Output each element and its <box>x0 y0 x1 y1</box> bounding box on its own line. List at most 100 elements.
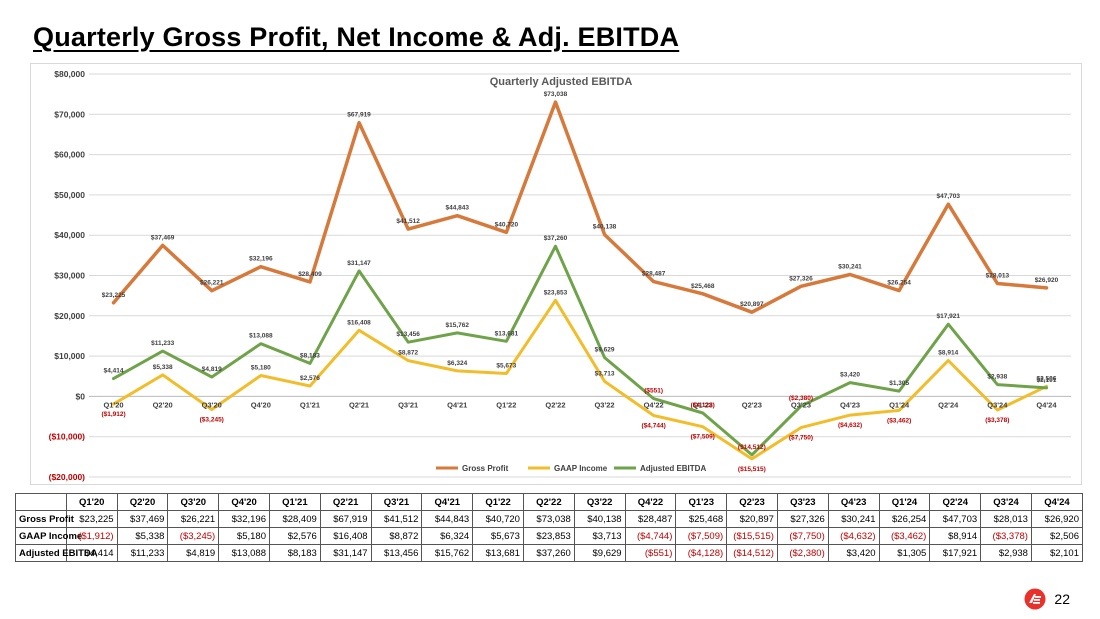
table-cell: $44,843 <box>421 510 474 528</box>
table-cell: ($3,245) <box>167 527 220 545</box>
chart-title: Quarterly Adjusted EBITDA <box>490 76 633 88</box>
series-line-gaap-income <box>112 298 1048 461</box>
table-cell: ($15,515) <box>726 527 778 545</box>
data-label-gaap-income: ($3,462) <box>887 417 911 424</box>
column-header: Q3'22 <box>573 493 626 511</box>
data-label-adjusted-ebitda: $15,762 <box>446 322 470 329</box>
data-label-gaap-income: ($3,378) <box>985 417 1009 424</box>
column-header: Q3'24 <box>980 493 1032 511</box>
x-tick-label: Q1'24 <box>889 400 910 409</box>
data-label-gaap-income: $5,180 <box>251 365 271 372</box>
table-cell: $31,147 <box>319 544 372 562</box>
table-cell: $17,921 <box>929 544 982 562</box>
data-label-gross-profit: $20,897 <box>740 301 764 308</box>
y-tick-label: $80,000 <box>54 69 85 79</box>
series-line-gross-profit <box>111 100 1049 314</box>
x-tick-label: Q3'22 <box>594 400 614 409</box>
data-label-gaap-income: $6,324 <box>447 360 467 367</box>
x-tick-label: Q2'23 <box>742 400 762 409</box>
table-cell: $11,233 <box>116 544 169 562</box>
table-cell: $37,469 <box>116 510 169 528</box>
data-label-gross-profit: $67,919 <box>347 112 371 119</box>
table-row: Gross Profit $23,225 $37,469 $26,221 $32,196… <box>15 510 1084 528</box>
x-tick-label: Q4'24 <box>1036 400 1057 409</box>
table-cell: $40,138 <box>573 510 626 528</box>
data-label-adjusted-ebitda: $37,260 <box>544 235 568 242</box>
table-cell: ($3,378) <box>980 527 1032 545</box>
table-cell: ($7,509) <box>675 527 728 545</box>
company-logo-icon <box>1024 588 1046 610</box>
data-label-gross-profit: $26,254 <box>887 280 911 287</box>
table-cell: $47,703 <box>929 510 982 528</box>
page-title: Quarterly Gross Profit, Net Income & Adj… <box>33 22 680 52</box>
table-cell: $3,713 <box>573 527 626 545</box>
data-label-adjusted-ebitda: $13,088 <box>249 333 273 340</box>
column-header: Q2'22 <box>522 493 575 511</box>
table-cell: $37,260 <box>522 544 575 562</box>
x-tick-label: Q1'22 <box>496 400 516 409</box>
table-cell: $2,938 <box>980 544 1032 562</box>
table-cell: $3,420 <box>827 544 880 562</box>
column-header: Q2'20 <box>116 493 169 511</box>
data-label-gross-profit: $28,487 <box>642 271 666 278</box>
table-cell: $6,324 <box>421 527 474 545</box>
data-label-gross-profit: $37,469 <box>151 234 175 241</box>
x-tick-label: Q3'20 <box>202 400 222 409</box>
table-cell: $23,853 <box>522 527 575 545</box>
data-label-gross-profit: $26,221 <box>200 280 224 287</box>
data-label-adjusted-ebitda: $1,305 <box>889 380 909 387</box>
data-label-adjusted-ebitda: ($4,128) <box>691 402 715 409</box>
table-cell: $8,183 <box>268 544 321 562</box>
y-tick-label: $70,000 <box>54 109 85 119</box>
data-label-gross-profit: $23,225 <box>102 292 126 299</box>
y-tick-label: $10,000 <box>54 351 85 361</box>
x-tick-label: Q1'21 <box>300 400 320 409</box>
data-label-gross-profit: $73,038 <box>544 91 568 98</box>
table-cell: $40,720 <box>472 510 524 528</box>
data-label-gaap-income: ($4,632) <box>838 422 862 429</box>
y-tick-label: ($20,000) <box>49 472 86 482</box>
data-label-gross-profit: $26,920 <box>1035 277 1059 284</box>
x-tick-label: Q1'23 <box>693 400 713 409</box>
column-header: Q1'23 <box>675 493 728 511</box>
table-header-row: Q1'20 Q2'20 Q3'20 Q4'20 Q1'21 Q2'21 Q3'21 Q4'21… <box>15 493 1084 511</box>
table-cell: $28,013 <box>980 510 1032 528</box>
column-header: Q4'23 <box>827 493 880 511</box>
data-label-adjusted-ebitda: $9,629 <box>595 347 615 354</box>
x-tick-label: Q4'22 <box>644 400 664 409</box>
row-label: Gross Profit <box>15 510 74 528</box>
table-cell: $2,506 <box>1030 527 1084 545</box>
data-label-adjusted-ebitda: $17,921 <box>937 313 961 320</box>
x-tick-label: Q4'23 <box>840 400 860 409</box>
column-header: Q3'20 <box>167 493 220 511</box>
x-tick-label: Q2'24 <box>938 400 959 409</box>
data-label-gaap-income: $2,576 <box>300 375 320 382</box>
column-header: Q3'23 <box>776 493 829 511</box>
column-header: Q1'22 <box>472 493 524 511</box>
table-cell: $4,414 <box>65 544 118 562</box>
table-cell: $1,305 <box>878 544 931 562</box>
data-label-gross-profit: $40,138 <box>593 224 617 231</box>
table-cell: $9,629 <box>573 544 626 562</box>
table-cell: $8,872 <box>370 527 423 545</box>
series-line-adjusted-ebitda <box>112 244 1048 457</box>
y-tick-label: $30,000 <box>54 271 85 281</box>
table-cell: ($4,632) <box>827 527 880 545</box>
data-table: Q1'20 Q2'20 Q3'20 Q4'20 Q1'21 Q2'21 Q3'21 Q4'21… <box>15 493 1084 562</box>
table-cell: $28,409 <box>268 510 321 528</box>
data-label-gross-profit: $40,720 <box>495 221 519 228</box>
data-label-gross-profit: $28,013 <box>986 273 1010 280</box>
data-label-gaap-income: ($1,912) <box>101 411 125 418</box>
column-header: Q2'23 <box>726 493 778 511</box>
line-chart: $80,000 $70,000 $60,000 $50,000 $40,000 $30,0… <box>49 69 1071 482</box>
data-label-adjusted-ebitda: $13,681 <box>495 330 519 337</box>
data-label-gross-profit: $30,241 <box>838 264 862 271</box>
table-cell: $30,241 <box>827 510 880 528</box>
table-cell: $41,512 <box>370 510 423 528</box>
y-tick-label: $20,000 <box>54 311 85 321</box>
legend-label-gross-profit: Gross Profit <box>462 464 509 473</box>
table-cell: $32,196 <box>218 510 270 528</box>
column-header: Q4'22 <box>624 493 677 511</box>
data-label-gaap-income: ($3,245) <box>200 416 224 423</box>
table-cell: $16,408 <box>319 527 372 545</box>
